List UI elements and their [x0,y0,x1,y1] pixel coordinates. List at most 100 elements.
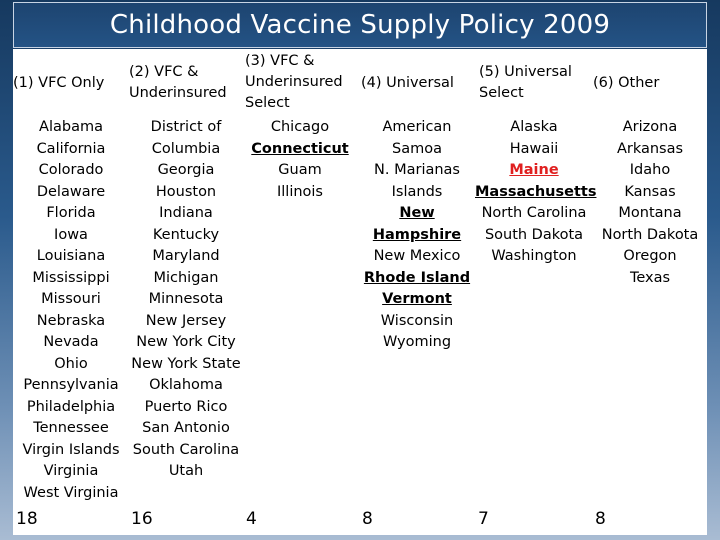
state-item: Islands [391,183,443,200]
state-item: Mississippi [32,269,110,286]
state-item: Arizona [622,119,678,135]
state-item: Delaware [36,183,106,200]
column-header: (6) Other [593,73,659,94]
state-item: Pennsylvania [23,377,119,393]
state-item: Chicago [270,119,330,135]
state-item: Wisconsin [380,312,454,329]
state-item: Kansas [624,183,676,200]
column-other: (6) Other Arizona Arkansas Idaho Kansas Mont… [593,49,707,535]
state-item: New Mexico [373,248,461,264]
column-header: (5) Universal Select [479,62,572,104]
column-header-line: Select [245,95,290,111]
column-header-line: (2) VFC & [129,64,199,80]
state-item: Hawaii [509,140,559,157]
state-item: Louisiana [36,248,106,264]
state-item: Missouri [41,291,101,307]
state-item: N. Marianas [374,162,460,178]
column-count: 7 [478,509,489,529]
column-count: 16 [131,509,153,529]
column-header: (2) VFC & Underinsured [129,62,227,104]
state-item: Alabama [39,119,103,135]
state-item: North Dakota [601,226,699,243]
state-item: Kentucky [152,226,220,243]
state-item: Texas [629,269,671,286]
state-item: Connecticut [251,140,349,157]
column-header-line: (1) VFC Only [13,75,105,91]
title-bar: Childhood Vaccine Supply Policy 2009 [13,2,707,48]
state-item: American [382,119,452,135]
column-count: 8 [362,509,373,529]
state-item: Oregon [623,248,677,264]
column-header-line: (3) VFC & [245,53,315,69]
state-item: Hampshire [372,226,462,243]
column-header: (3) VFC & Underinsured Select [245,51,343,114]
state-item: California [36,140,106,157]
state-item: Indiana [159,205,213,221]
state-item: Columbia [151,140,221,157]
state-item: Maryland [152,248,220,264]
column-header: (4) Universal [361,73,454,94]
state-item: Virginia [43,463,99,479]
state-item: Nebraska [36,312,106,329]
state-list: Alabama California Colorado Delaware Florida… [13,117,129,504]
state-item: Alaska [510,119,558,135]
state-item: Washington [491,248,577,264]
state-list: American Samoa N. Marianas Islands New Hampsh… [359,117,475,354]
state-item: Vermont [382,291,452,307]
column-header-line: (5) Universal [479,64,572,80]
state-item: San Antonio [142,420,230,436]
column-vfc-underinsured-select: (3) VFC & Underinsured Select Chicago Conne… [243,49,357,535]
state-item: Colorado [38,162,104,178]
state-item: Puerto Rico [144,398,228,415]
state-item: North Carolina [481,205,587,221]
column-universal-select: (5) Universal Select Alaska Hawaii Maine Mas… [475,49,596,535]
column-header-line: (4) Universal [361,75,454,91]
state-item: Samoa [392,140,442,157]
column-header-line: (6) Other [593,75,660,91]
state-item: Minnesota [148,291,224,307]
state-item: Idaho [629,162,671,178]
state-item: Georgia [157,162,215,178]
state-item: Florida [46,205,96,221]
state-item: Ohio [54,355,88,372]
state-item: Rhode Island [363,269,471,286]
page-title: Childhood Vaccine Supply Policy 2009 [109,10,611,40]
state-item: Utah [168,463,204,479]
state-item: South Carolina [132,441,240,458]
state-item: Arkansas [616,140,684,157]
state-item: Illinois [276,183,323,200]
column-header: (1) VFC Only [13,73,104,94]
state-item: New Jersey [145,312,227,329]
column-count: 8 [595,509,606,529]
state-item: Tennessee [33,420,109,436]
state-list: Alaska Hawaii Maine Massachusetts North Caro… [475,117,596,268]
state-item: Michigan [153,269,219,286]
state-item: Houston [155,183,217,200]
state-item: Nevada [43,334,99,350]
state-item: South Dakota [484,226,584,243]
column-vfc-underinsured: (2) VFC & Underinsured District of Columbi… [129,49,243,535]
column-universal: (4) Universal American Samoa N. Marianas Is… [359,49,475,535]
column-count: 18 [16,509,38,529]
state-item: Guam [278,162,322,178]
column-vfc-only: (1) VFC Only Alabama California Colorado De… [13,49,129,535]
policy-table: (1) VFC Only Alabama California Colorado De… [13,49,707,535]
state-item: Montana [618,205,682,221]
state-item: New York State [131,355,241,372]
state-item: District of [150,119,222,135]
column-header-line: Select [479,85,524,101]
state-item: New York City [136,334,236,350]
state-item: Iowa [54,226,88,243]
column-header-line: Underinsured [129,85,227,101]
state-list: District of Columbia Georgia Houston Indiana… [129,117,243,483]
state-item: Wyoming [382,334,452,350]
state-item: New [399,205,435,221]
column-header-line: Underinsured [245,74,343,90]
column-count: 4 [246,509,257,529]
state-list: Chicago Connecticut Guam Illinois [243,117,357,203]
state-item: Philadelphia [26,398,116,415]
state-item: Oklahoma [149,377,223,393]
state-list: Arizona Arkansas Idaho Kansas Montana North D… [593,117,707,289]
state-item: West Virginia [23,484,119,501]
state-item: Maine [509,162,559,178]
